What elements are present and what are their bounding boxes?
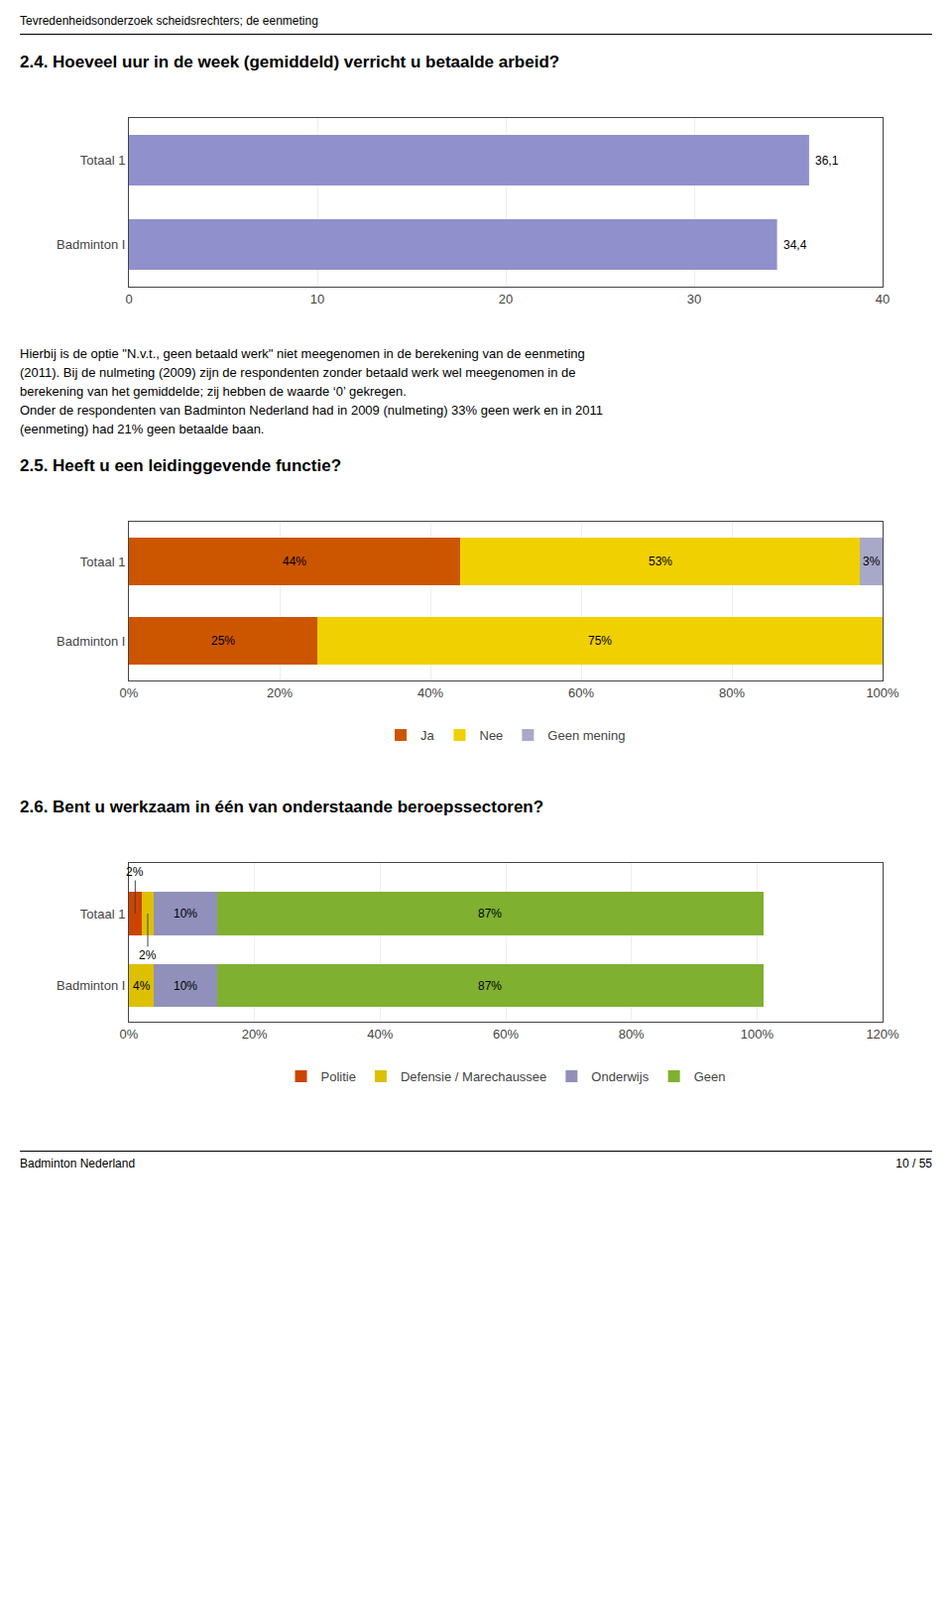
html-text:10 / 55: 10 / 55	[895, 1156, 933, 1171]
svg-text:4%: 4%	[132, 978, 151, 993]
svg-text:87%: 87%	[477, 978, 502, 993]
svg-text:0%: 0%	[119, 685, 139, 701]
svg-text:Ja: Ja	[420, 727, 436, 743]
svg-text:100%: 100%	[740, 1026, 775, 1042]
svg-text:80%: 80%	[718, 685, 745, 701]
svg-text:80%: 80%	[618, 1026, 645, 1042]
html-text:Hierbij is de optie "N.v.t., g: Hierbij is de optie "N.v.t., geen betaal…	[19, 346, 585, 361]
svg-text:0%: 0%	[119, 1026, 139, 1042]
svg-text:75%: 75%	[588, 633, 612, 648]
svg-text:Badminton I: Badminton I	[56, 977, 125, 993]
svg-text:100%: 100%	[865, 685, 900, 701]
html-text:(eenmeting) had 21% geen betaa: (eenmeting) had 21% geen betaalde baan.	[19, 421, 265, 437]
svg-text:2%: 2%	[138, 948, 157, 962]
html-text:Onder de respondenten van Badm: Onder de respondenten van Badminton Nede…	[19, 402, 603, 418]
svg-text:20%: 20%	[266, 685, 293, 701]
svg-text:20: 20	[498, 291, 513, 307]
svg-text:Totaal 1: Totaal 1	[80, 152, 126, 168]
svg-text:40%: 40%	[417, 685, 444, 701]
svg-text:30: 30	[687, 291, 702, 307]
html-text:berekening van het gemiddelde;: berekening van het gemiddelde; zij hebbe…	[19, 383, 407, 399]
html-text:2.4. Hoeveel uur in de week (g: 2.4. Hoeveel uur in de week (gemiddeld) …	[19, 52, 560, 72]
svg-text:Badminton I: Badminton I	[56, 237, 125, 252]
svg-text:53%: 53%	[648, 554, 673, 569]
svg-text:25%: 25%	[211, 633, 236, 648]
svg-text:34,4: 34,4	[783, 238, 808, 252]
svg-text:10%: 10%	[173, 906, 198, 921]
svg-text:Onderwijs: Onderwijs	[591, 1069, 649, 1084]
html-text:(2011). Bij de nulmeting (2009: (2011). Bij de nulmeting (2009) zijn de …	[19, 364, 576, 380]
html-text:Tevredenheidsonderzoek scheids: Tevredenheidsonderzoek scheidsrechters; …	[19, 13, 319, 28]
svg-text:Geen mening: Geen mening	[547, 727, 625, 743]
svg-text:10%: 10%	[173, 978, 198, 993]
svg-text:Nee: Nee	[479, 727, 504, 743]
svg-text:20%: 20%	[241, 1026, 268, 1042]
svg-text:10: 10	[310, 291, 325, 307]
svg-text:0: 0	[124, 291, 132, 307]
svg-text:40%: 40%	[366, 1026, 393, 1042]
svg-text:Politie: Politie	[321, 1069, 357, 1084]
svg-text:2%: 2%	[125, 864, 144, 879]
svg-text:87%: 87%	[477, 906, 502, 921]
svg-text:44%: 44%	[282, 554, 307, 569]
svg-text:60%: 60%	[568, 685, 595, 701]
svg-text:40: 40	[875, 291, 890, 307]
svg-text:3%: 3%	[862, 554, 881, 569]
svg-text:60%: 60%	[492, 1026, 519, 1042]
svg-text:Totaal 1: Totaal 1	[80, 554, 126, 570]
html-text:2.5. Heeft u een leidinggevend: 2.5. Heeft u een leidinggevende functie?	[19, 456, 342, 476]
svg-text:Defensie / Marechaussee: Defensie / Marechaussee	[400, 1069, 547, 1084]
html-text:Badminton Nederland: Badminton Nederland	[19, 1156, 135, 1171]
html-text:2.6. Bent u werkzaam in één va: 2.6. Bent u werkzaam in één van ondersta…	[19, 797, 544, 817]
svg-text:120%: 120%	[865, 1026, 900, 1042]
svg-text:Badminton I: Badminton I	[56, 633, 125, 649]
svg-text:Totaal 1: Totaal 1	[80, 906, 126, 922]
svg-text:36,1: 36,1	[815, 153, 839, 168]
svg-text:Geen: Geen	[694, 1069, 726, 1084]
